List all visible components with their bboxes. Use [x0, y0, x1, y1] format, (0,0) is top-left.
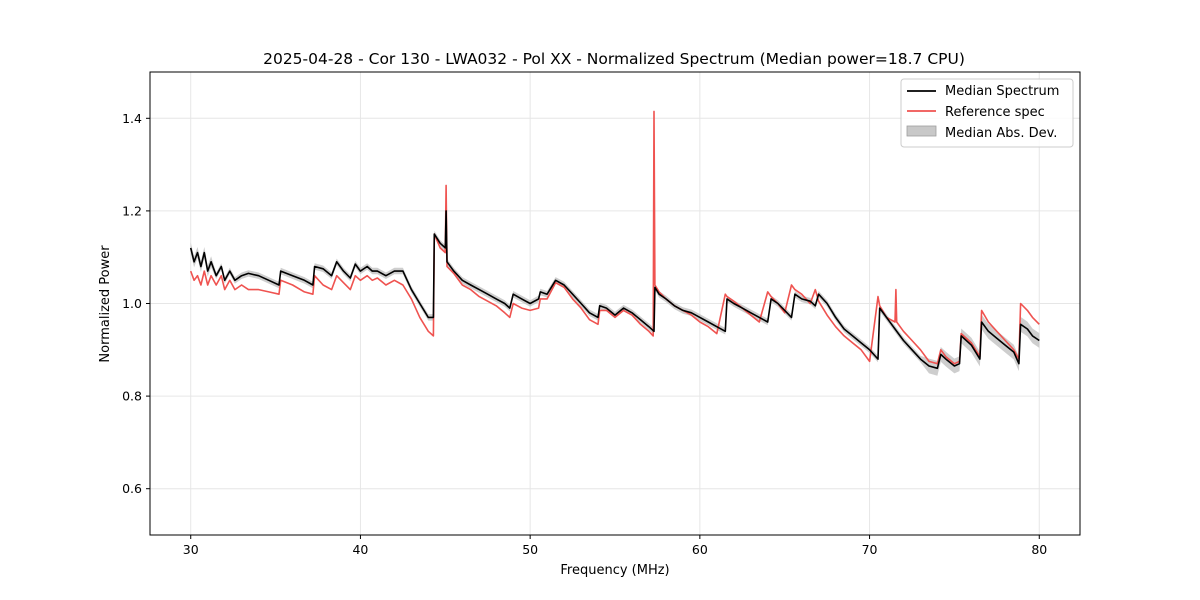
legend-median-label: Median Spectrum	[945, 84, 1059, 99]
mad-band-group	[190, 207, 1040, 376]
median-spectrum-line	[189, 210, 1040, 370]
legend-box	[900, 78, 1074, 148]
x-tick-label: 80	[1031, 542, 1047, 557]
y-tick-label: 0.8	[122, 389, 142, 404]
x-tick-label: 40	[352, 542, 368, 557]
y-axis: 0.6 0.8 1.0 1.2 1.4	[122, 111, 150, 496]
x-tick-label: 60	[692, 542, 708, 557]
legend-reference-label: Reference spec	[945, 105, 1045, 120]
y-tick-label: 0.6	[122, 481, 142, 496]
reference-spec-line	[189, 110, 1040, 365]
x-axis: 30 40 50 60 70 80	[183, 535, 1047, 557]
legend-mad-label: Median Abs. Dev.	[945, 126, 1057, 141]
x-tick-label: 30	[183, 542, 199, 557]
legend-mad-swatch	[906, 125, 937, 137]
y-tick-label: 1.2	[122, 203, 142, 218]
y-axis-label: Normalized Power	[98, 245, 113, 363]
x-tick-label: 70	[862, 542, 878, 557]
x-axis-label: Frequency (MHz)	[560, 563, 669, 578]
median-abs-dev-band	[190, 207, 1040, 376]
chart-title: 2025-04-28 - Cor 130 - LWA032 - Pol XX -…	[263, 50, 965, 68]
grid-lines	[150, 72, 1080, 535]
y-tick-label: 1.4	[122, 111, 142, 126]
x-tick-label: 50	[522, 542, 538, 557]
series-group	[189, 110, 1040, 370]
y-tick-label: 1.0	[122, 296, 142, 311]
legend: Median Spectrum Reference spec Median Ab…	[900, 78, 1074, 148]
